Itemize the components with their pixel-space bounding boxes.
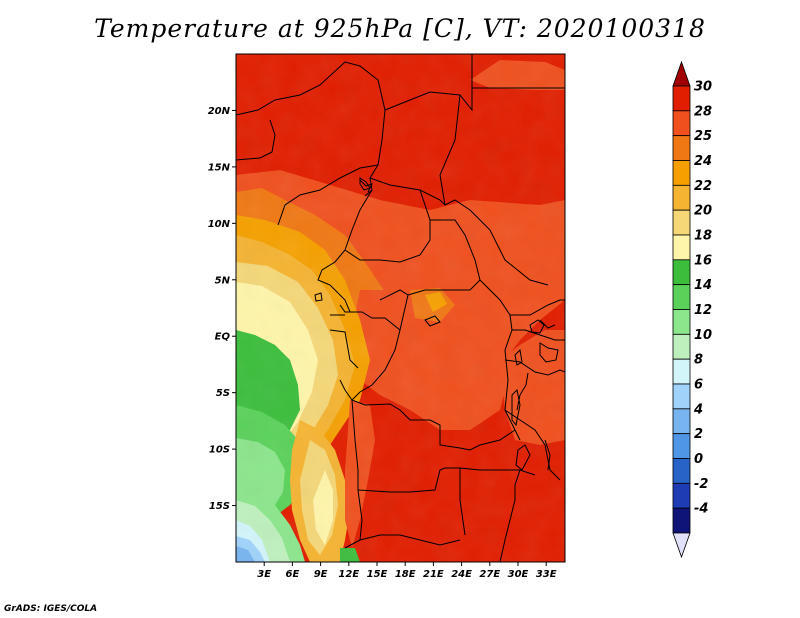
colorbar-label: 4	[693, 402, 703, 417]
x-tick-label: 9E	[314, 569, 328, 580]
colorbar-swatch	[672, 184, 691, 211]
colorbar-label: 16	[694, 253, 712, 268]
colorbar-label: 30	[694, 80, 712, 95]
temperature-field	[236, 54, 565, 562]
colorbar-swatch	[672, 309, 691, 335]
x-tick-label: 21E	[423, 569, 444, 580]
map-frame	[235, 53, 566, 563]
y-tick-label: 15S	[209, 501, 230, 512]
y-tick-label: 10N	[208, 219, 231, 230]
colorbar-swatch	[672, 358, 691, 385]
colorbar-bottom-triangle	[672, 532, 691, 559]
colorbar-swatch	[672, 209, 691, 236]
colorbar-label: 8	[694, 353, 703, 368]
y-tick-label: 5S	[216, 388, 230, 399]
colorbar-label: 28	[694, 104, 712, 119]
x-tick-label: 30E	[508, 569, 529, 580]
colorbar-swatch	[672, 259, 691, 286]
y-tick-label: 15N	[208, 162, 231, 173]
colorbar-label: 14	[694, 278, 712, 293]
colorbar-swatch	[672, 85, 691, 112]
colorbar-swatch	[672, 284, 691, 310]
colorbar-label: 12	[694, 303, 712, 318]
colorbar-swatch	[672, 383, 691, 410]
colorbar-swatch	[672, 408, 691, 435]
x-tick-label: 15E	[367, 569, 388, 580]
country-boundaries	[236, 54, 565, 562]
x-tick-label: 24E	[451, 569, 472, 580]
chart-title: Temperature at 925hPa [C], VT: 202010031…	[94, 14, 706, 43]
colorbar-swatch	[672, 458, 691, 484]
water-bodies	[314, 177, 545, 471]
y-axis: 20N 15N 10N 5N EQ 5S 10S 15S	[208, 106, 236, 512]
colorbar-swatch	[672, 433, 691, 459]
credit-text: GrADS: IGES/COLA	[4, 604, 98, 614]
colorbar-swatch	[672, 110, 691, 137]
x-tick-label: 3E	[257, 569, 271, 580]
colorbar-label: 6	[694, 378, 703, 393]
colorbar-label: 10	[694, 328, 712, 343]
colorbar-swatch	[672, 135, 691, 161]
x-tick-label: 12E	[338, 569, 359, 580]
x-tick-label: 33E	[536, 569, 557, 580]
x-axis: 3E 6E 9E 12E 15E 18E 21E 24E 27E 30E 33E	[257, 562, 557, 580]
colorbar-label: 18	[694, 229, 712, 244]
colorbar-label: 0	[694, 452, 703, 467]
y-tick-label: EQ	[215, 332, 231, 343]
y-tick-label: 5N	[215, 275, 231, 286]
colorbar-label: -2	[694, 477, 708, 492]
colorbar-label: 24	[694, 154, 712, 169]
y-tick-label: 20N	[208, 106, 231, 117]
x-tick-label: 18E	[395, 569, 416, 580]
colorbar-top-triangle	[672, 60, 691, 87]
colorbar-swatch	[672, 333, 691, 360]
x-tick-label: 27E	[479, 569, 500, 580]
colorbar-label: -4	[694, 502, 708, 517]
colorbar-label: 22	[694, 179, 712, 194]
colorbar-swatch	[672, 234, 691, 261]
colorbar-swatch	[672, 160, 691, 186]
colorbar-swatch	[672, 507, 691, 534]
colorbar-swatch	[672, 482, 691, 509]
colorbar-label: 20	[694, 204, 712, 219]
colorbar-label: 2	[694, 427, 703, 442]
y-tick-label: 10S	[209, 445, 230, 456]
colorbar-label: 25	[694, 129, 712, 144]
x-tick-label: 6E	[286, 569, 300, 580]
